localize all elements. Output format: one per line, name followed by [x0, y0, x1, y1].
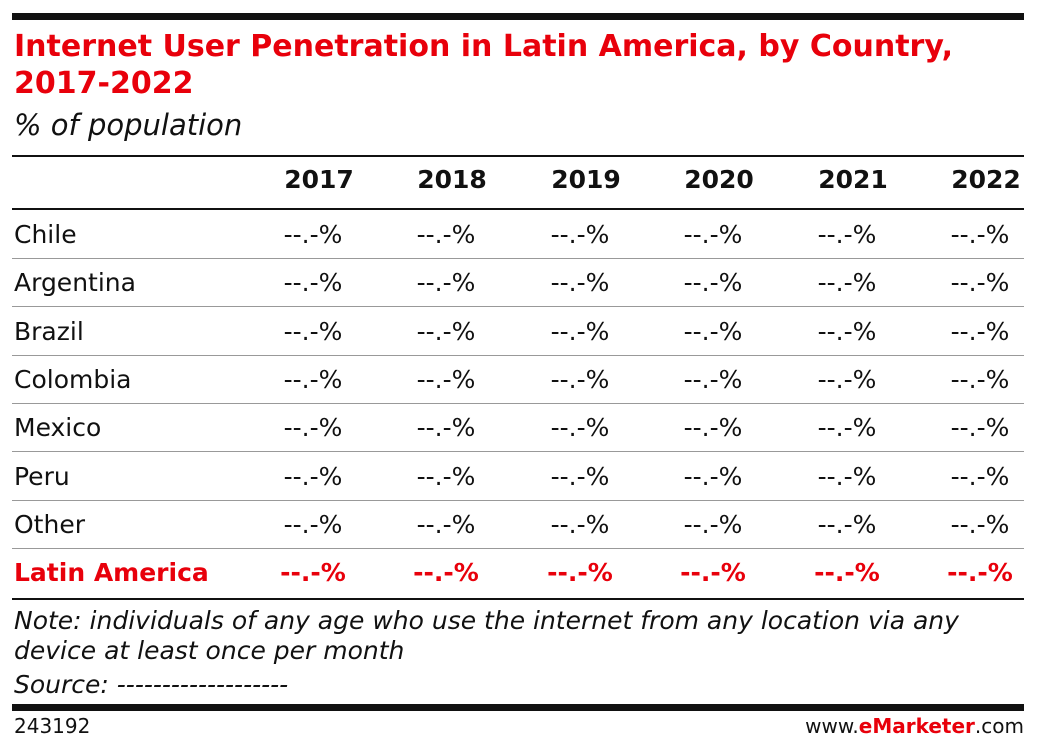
cell-value: --.-%: [950, 220, 1010, 249]
row-rule: [12, 306, 1024, 308]
cell-value: --.-%: [817, 220, 877, 249]
total-value: --.-%: [280, 558, 346, 588]
cell-value: --.-%: [550, 268, 610, 298]
cell-value: --.-%: [283, 509, 343, 539]
cell-value: --.-%: [817, 316, 877, 346]
cell-value: --.-%: [416, 316, 476, 346]
cell-value: --.-%: [283, 220, 343, 249]
row-rule: [12, 402, 1024, 404]
footer-brand: www.eMarketer.com: [805, 714, 1024, 738]
column-header: 2021: [818, 165, 888, 194]
cell-value: --.-%: [416, 413, 476, 443]
cell-value: --.-%: [283, 268, 343, 298]
total-value: --.-%: [547, 558, 613, 588]
cell-value: --.-%: [950, 268, 1010, 298]
top-bar: [12, 13, 1024, 20]
footer-id: 243192: [14, 714, 91, 738]
cell-value: --.-%: [683, 413, 743, 443]
column-header: 2018: [417, 165, 487, 194]
cell-value: --.-%: [683, 268, 743, 298]
row-label: Chile: [14, 220, 77, 249]
total-value: --.-%: [814, 558, 880, 588]
total-value: --.-%: [413, 558, 479, 588]
cell-value: --.-%: [283, 316, 343, 346]
title: Internet User Penetration in Latin Ameri…: [14, 29, 953, 101]
cell-value: --.-%: [283, 461, 343, 491]
row-label: Mexico: [14, 413, 102, 443]
column-header: 2017: [284, 165, 354, 194]
cell-value: --.-%: [817, 509, 877, 539]
total-label: Latin America: [14, 558, 209, 588]
cell-value: --.-%: [817, 364, 877, 394]
column-header: 2019: [551, 165, 621, 194]
total-value: --.-%: [680, 558, 746, 588]
cell-value: --.-%: [283, 364, 343, 394]
cell-value: --.-%: [416, 364, 476, 394]
total-rule: [12, 598, 1024, 601]
cell-value: --.-%: [416, 461, 476, 491]
brand-name: eMarketer: [858, 714, 975, 738]
row-rule: [12, 258, 1024, 259]
brand-suffix: .com: [974, 714, 1024, 738]
row-rule: [12, 499, 1024, 501]
cell-value: --.-%: [550, 316, 610, 346]
cell-value: --.-%: [683, 316, 743, 346]
cell-value: --.-%: [416, 509, 476, 539]
cell-value: --.-%: [950, 316, 1010, 346]
cell-value: --.-%: [683, 364, 743, 394]
row-label: Other: [14, 509, 85, 539]
column-header: 2022: [951, 165, 1021, 194]
cell-value: --.-%: [950, 364, 1010, 394]
row-label: Brazil: [14, 316, 84, 346]
row-label: Peru: [14, 461, 70, 491]
cell-value: --.-%: [950, 509, 1010, 539]
row-rule: [12, 208, 1024, 210]
row-rule: [12, 451, 1024, 453]
cell-value: --.-%: [817, 413, 877, 443]
source: Source: -------------------: [14, 670, 289, 699]
header-rule: [12, 155, 1024, 157]
subtitle: % of population: [14, 108, 243, 142]
cell-value: --.-%: [550, 509, 610, 539]
brand-prefix: www.: [805, 714, 859, 738]
cell-value: --.-%: [683, 220, 743, 249]
cell-value: --.-%: [950, 461, 1010, 491]
cell-value: --.-%: [817, 461, 877, 491]
cell-value: --.-%: [817, 268, 877, 298]
cell-value: --.-%: [683, 509, 743, 539]
cell-value: --.-%: [950, 413, 1010, 443]
row-rule: [12, 547, 1024, 549]
row-label: Argentina: [14, 268, 136, 298]
cell-value: --.-%: [283, 413, 343, 443]
cell-value: --.-%: [550, 364, 610, 394]
cell-value: --.-%: [416, 220, 476, 249]
bottom-bar: [12, 704, 1024, 711]
column-header: 2020: [684, 165, 754, 194]
cell-value: --.-%: [550, 220, 610, 249]
row-label: Colombia: [14, 364, 132, 394]
cell-value: --.-%: [416, 268, 476, 298]
row-rule: [12, 354, 1024, 356]
note: Note: individuals of any age who use the…: [14, 606, 959, 665]
cell-value: --.-%: [550, 413, 610, 443]
total-value: --.-%: [947, 558, 1013, 588]
cell-value: --.-%: [683, 461, 743, 491]
cell-value: --.-%: [550, 461, 610, 491]
